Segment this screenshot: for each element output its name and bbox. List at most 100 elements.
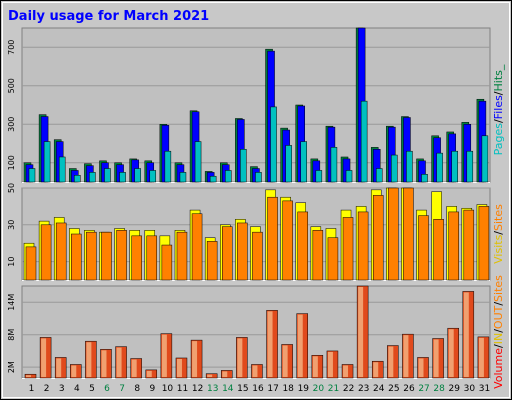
sites-bar <box>327 237 339 281</box>
day-label: 29 <box>449 384 461 394</box>
hits-y-tick-label: 500 <box>7 78 16 93</box>
visits-legend-entry: / <box>492 231 505 235</box>
volume-legend-entry: / <box>492 302 505 306</box>
volume-bar-highlight <box>161 334 167 377</box>
volume-bar-highlight <box>448 329 454 377</box>
day-label: 26 <box>403 384 415 394</box>
day-label: 14 <box>222 384 234 394</box>
sites-bar <box>131 235 142 281</box>
volume-bar-highlight <box>222 371 228 377</box>
pages-bar <box>89 172 96 183</box>
sites-bar <box>388 187 399 281</box>
sites-bar <box>146 235 158 281</box>
sites-bar <box>86 231 97 281</box>
visits-legend-entry: Sites <box>492 204 505 231</box>
volume-bar-highlight <box>71 365 77 377</box>
day-label: 1 <box>29 384 35 394</box>
pages-bar <box>436 152 443 183</box>
pages-bar <box>391 154 398 183</box>
sites-bar <box>478 206 490 281</box>
sites-bar <box>101 231 112 281</box>
pages-bar <box>43 141 51 183</box>
sites-bar <box>116 230 127 281</box>
volume-bar-highlight <box>146 370 152 377</box>
hits-y-tick-label: 100 <box>7 155 16 170</box>
pages-bar <box>28 168 36 183</box>
day-label: 4 <box>74 384 80 394</box>
sites-bar <box>418 215 429 281</box>
volume-legend-entry: / <box>492 344 505 348</box>
visits-legend: Visits/Sites <box>492 204 505 264</box>
hits-legend: Pages/Files/Hits_ <box>492 64 505 155</box>
volume-bar-highlight <box>252 365 258 377</box>
pages-bar <box>330 147 338 183</box>
volume-legend-entry: Sites <box>492 275 505 302</box>
pages-bar <box>58 156 66 183</box>
day-label: 19 <box>298 384 310 394</box>
volume-bar-highlight <box>327 351 333 377</box>
day-label: 27 <box>418 384 429 394</box>
day-label: 8 <box>134 384 140 394</box>
volume-bar-highlight <box>373 362 379 377</box>
hits-legend-entry: / <box>492 91 505 95</box>
sites-bar <box>312 230 324 281</box>
pages-bar <box>270 106 277 183</box>
sites-bar <box>282 200 293 281</box>
hits-legend-entry: Hits_ <box>492 64 505 91</box>
pages-bar <box>285 145 292 183</box>
day-label: 17 <box>267 384 278 394</box>
pages-bar <box>240 149 247 183</box>
volume-legend-entry: / <box>492 329 505 333</box>
day-label: 28 <box>433 384 445 394</box>
pages-bar <box>209 175 217 183</box>
pages-bar <box>194 141 202 183</box>
day-label: 9 <box>149 384 155 394</box>
day-label: 11 <box>177 384 188 394</box>
pages-bar <box>119 172 126 183</box>
volume-legend-entry: IN <box>492 333 505 344</box>
volume-legend: Volume/IN/OUT/Sites <box>492 275 505 389</box>
volume-bar-highlight <box>267 311 273 377</box>
sites-bar <box>372 195 384 281</box>
pages-bar <box>481 135 489 183</box>
sites-bar <box>176 231 188 281</box>
day-label: 15 <box>237 384 248 394</box>
volume-y-tick-label: 2M <box>7 361 16 373</box>
hits-legend-entry: / <box>492 119 505 123</box>
pages-bar <box>315 170 323 183</box>
sites-bar <box>433 219 444 281</box>
pages-bar <box>149 170 157 183</box>
day-label: 25 <box>388 384 399 394</box>
volume-bar-highlight <box>403 335 409 377</box>
sites-bar <box>237 222 248 281</box>
volume-bar-highlight <box>388 346 394 377</box>
day-label: 13 <box>207 384 218 394</box>
volume-bar-highlight <box>192 341 198 377</box>
volume-bar-highlight <box>26 375 31 377</box>
day-label: 16 <box>252 384 264 394</box>
day-label: 20 <box>313 384 325 394</box>
day-label: 23 <box>358 384 369 394</box>
volume-bar-highlight <box>343 365 349 377</box>
pages-bar <box>375 168 383 183</box>
visits-y-tick-label: 10 <box>7 257 16 267</box>
sites-bar <box>222 226 233 281</box>
pages-bar <box>466 150 474 183</box>
volume-bar-highlight <box>131 359 137 377</box>
sites-bar <box>206 241 218 281</box>
sites-bar <box>161 244 173 281</box>
pages-bar <box>104 168 111 183</box>
chart-title: Daily usage for March 2021 <box>8 9 209 24</box>
pages-bar <box>255 172 262 183</box>
day-label: 24 <box>373 384 385 394</box>
sites-bar <box>342 217 354 281</box>
volume-bar-highlight <box>358 287 364 377</box>
volume-y-tick-label: 14M <box>7 294 16 311</box>
pages-bar <box>300 141 307 183</box>
volume-bar-highlight <box>86 342 92 377</box>
visits-y-tick-label: 30 <box>7 220 16 230</box>
pages-bar <box>451 150 458 183</box>
